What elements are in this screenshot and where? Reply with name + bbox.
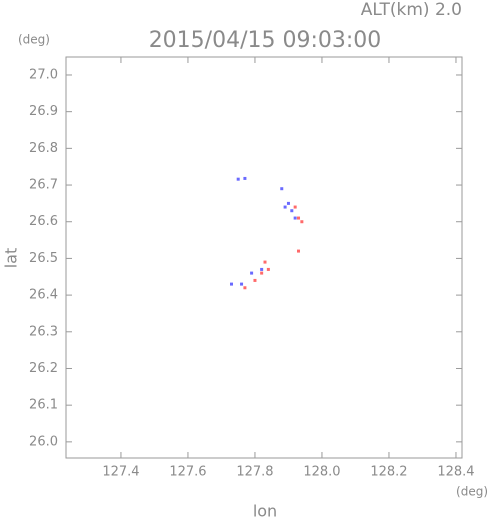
echo-point [293,205,297,209]
chart-title: 2015/04/15 09:03:00 [149,28,382,53]
echo-point [243,286,247,290]
x-tick-label: 127.6 [169,465,206,480]
echo-point [263,260,267,264]
echo-point [260,267,264,271]
plot-frame [65,56,463,459]
x-tick-label: 127.4 [102,465,139,480]
x-axis-label: lon [253,502,277,521]
echo-point [293,216,297,220]
y-tick-label: 26.1 [29,398,58,413]
echo-point [283,205,287,209]
y-tick-label: 26.5 [29,251,58,266]
echo-point [260,271,264,275]
x-tick-label: 127.8 [236,465,273,480]
y-tick-label: 27.0 [29,67,58,82]
altitude: ALT(km) 2.0 [361,0,462,20]
y-tick-label: 26.7 [29,178,58,193]
echo-point [290,209,294,213]
x-tick-label: 128.2 [370,465,407,480]
echo-point [286,201,290,205]
y-unit: (deg) [18,33,50,47]
echo-point [236,177,240,181]
echo-point [250,271,254,275]
echo-point [297,249,301,253]
y-tick-label: 26.0 [29,434,58,449]
y-tick-label: 26.8 [29,141,58,156]
y-tick-label: 26.4 [29,288,58,303]
echo-point [240,282,244,286]
y-tick-label: 26.9 [29,104,58,119]
y-tick-label: 26.3 [29,324,58,339]
y-tick-label: 26.2 [29,361,58,376]
echo-point [243,176,247,180]
echo-point [280,187,284,191]
echo-point [297,216,301,220]
echo-point [300,220,304,224]
echo-point [230,282,234,286]
x-unit: (deg) [456,485,488,499]
echo-point [266,267,270,271]
y-axis-label: lat [2,248,21,269]
echo-point [253,278,257,282]
x-tick-label: 128.0 [303,465,340,480]
y-tick-label: 26.6 [29,214,58,229]
x-tick-label: 128.4 [437,465,474,480]
